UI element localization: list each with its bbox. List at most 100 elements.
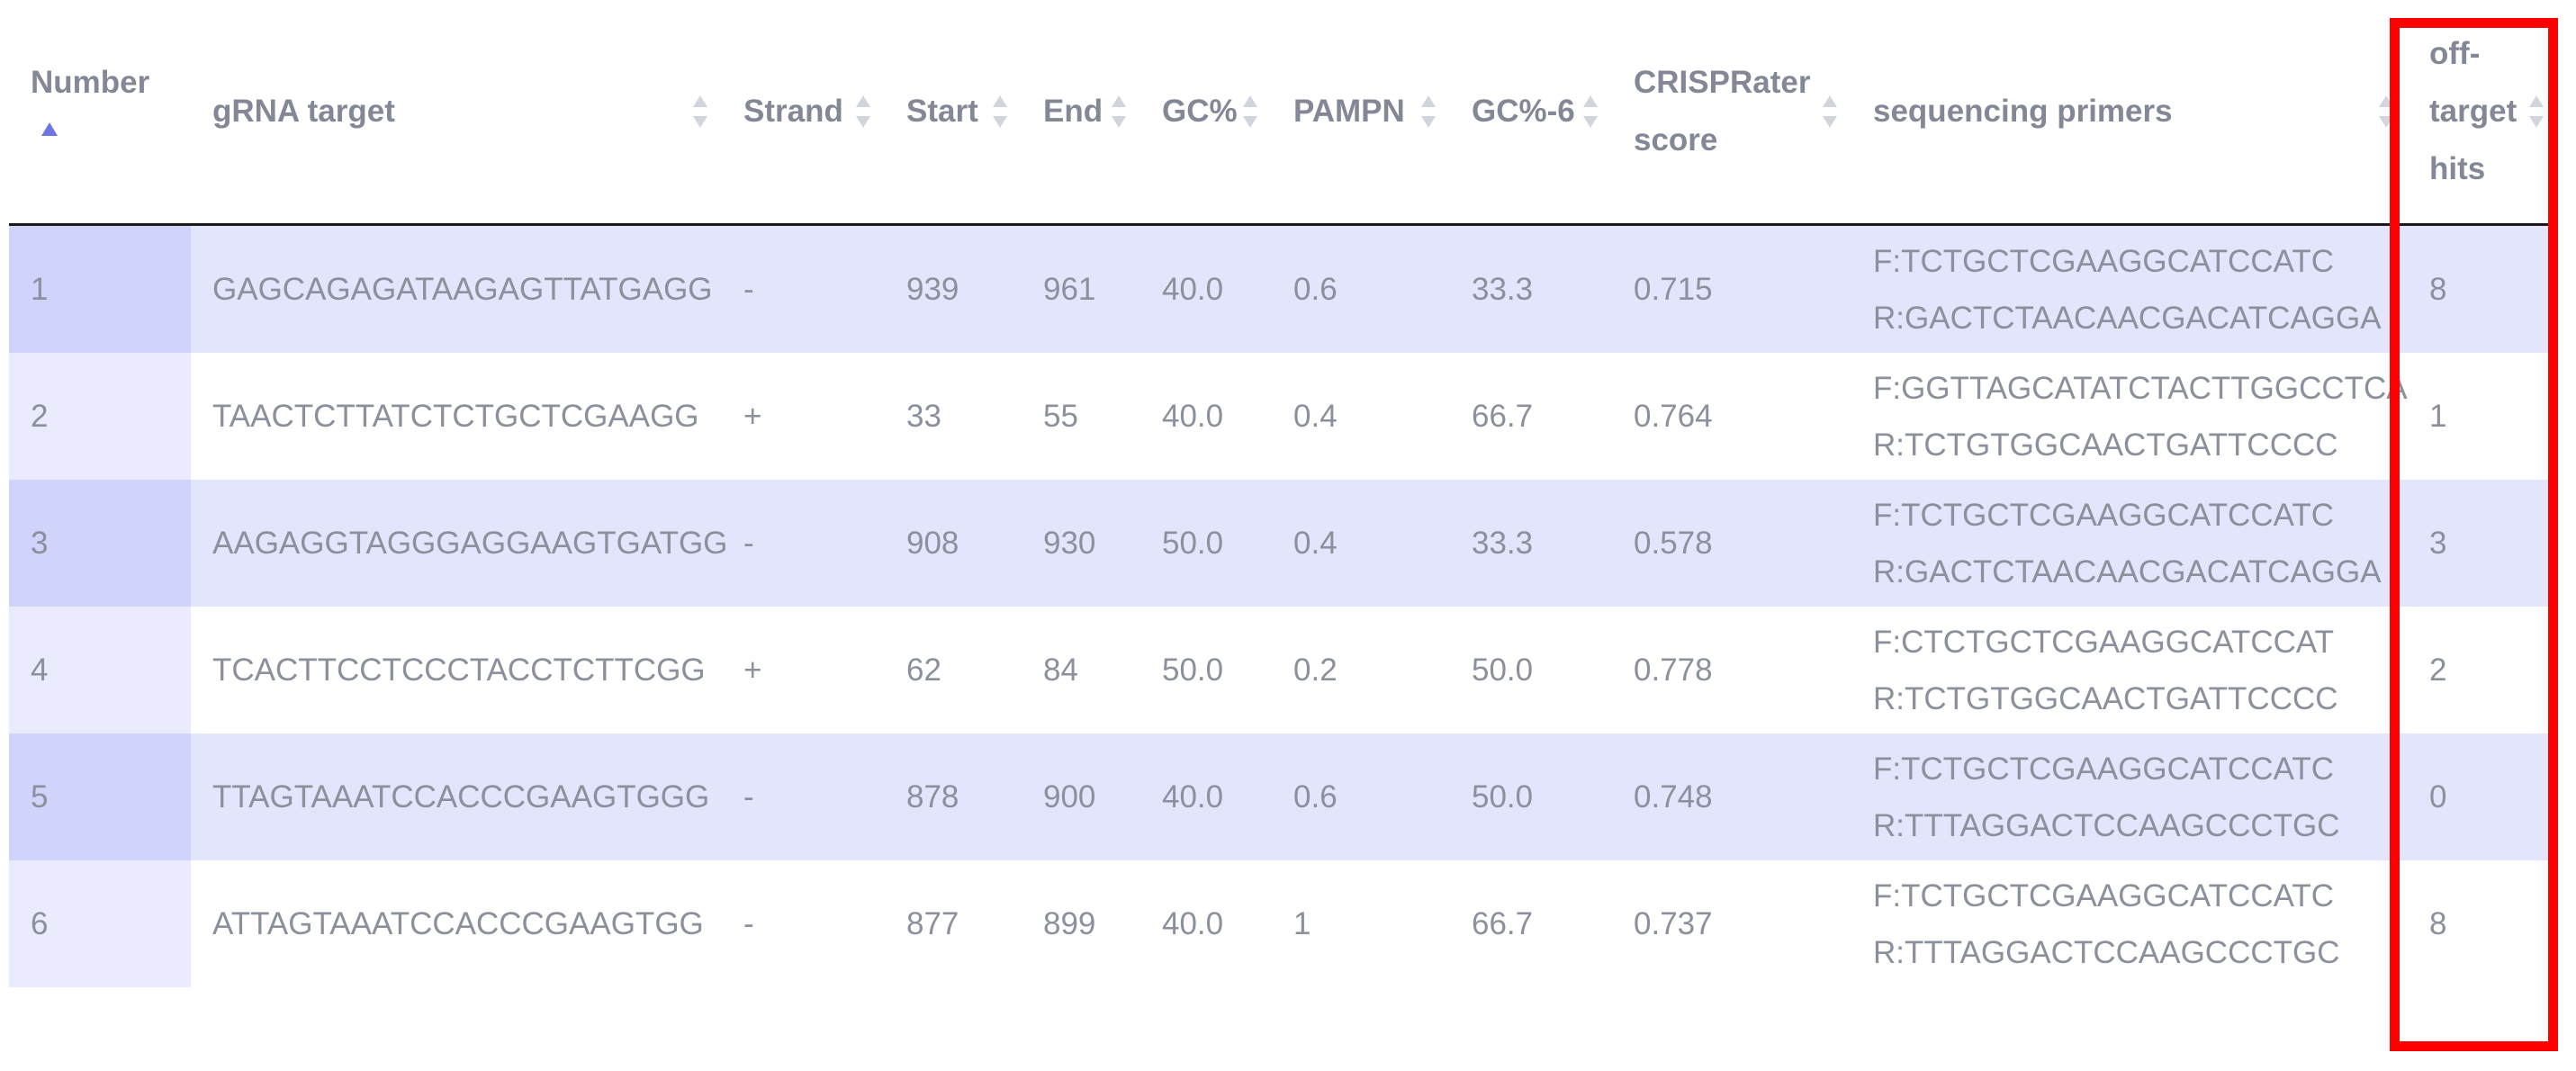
- column-header-strand[interactable]: Strand: [722, 0, 885, 226]
- crisprater-score-cell: 0.737: [1612, 860, 1851, 987]
- pampn-cell: 0.2: [1272, 607, 1450, 734]
- strand-cell: +: [722, 607, 885, 734]
- sequencing-primers-cell: F:TCTGCTCGAAGGCATCCATC R:GACTCTAACAACGACA…: [1851, 480, 2408, 607]
- pampn-cell: 0.6: [1272, 734, 1450, 860]
- grna-results-table: Number gRNA target Strand Start End GC%: [9, 0, 2558, 987]
- forward-primer: F:GGTTAGCATATCTACTTGGCCTCA: [1873, 370, 2408, 406]
- column-header-sequencing-primers[interactable]: sequencing primers: [1851, 0, 2408, 226]
- sort-icon[interactable]: [1241, 92, 1259, 131]
- strand-cell: -: [722, 224, 885, 353]
- sequencing-primers-cell: F:TCTGCTCGAAGGCATCCATC R:TTTAGGACTCCAAGCC…: [1851, 734, 2408, 860]
- end-cell: 84: [1022, 607, 1140, 734]
- column-header-pampn[interactable]: PAMPN: [1272, 0, 1450, 226]
- column-header-gc[interactable]: GC%: [1140, 0, 1272, 226]
- header-row: Number gRNA target Strand Start End GC%: [9, 0, 2558, 226]
- column-header-grna-target[interactable]: gRNA target: [191, 0, 722, 226]
- number-cell: 6: [9, 860, 191, 987]
- gc6-cell: 33.3: [1450, 480, 1612, 607]
- column-header-crisprater-score[interactable]: CRISPRater score: [1612, 0, 1851, 226]
- reverse-primer: R:TCTGTGGCAACTGATTCCCC: [1873, 680, 2338, 716]
- gc-cell: 50.0: [1140, 607, 1272, 734]
- gc6-cell: 66.7: [1450, 353, 1612, 480]
- column-header-label: Start: [906, 94, 978, 129]
- start-cell: 908: [885, 480, 1022, 607]
- number-cell: 2: [9, 353, 191, 480]
- gc6-cell: 50.0: [1450, 607, 1612, 734]
- off-target-hits-cell: 8: [2408, 224, 2558, 353]
- column-header-label: GC%: [1162, 94, 1238, 129]
- reverse-primer: R:TTTAGGACTCCAAGCCCTGC: [1873, 934, 2340, 970]
- off-target-hits-cell: 3: [2408, 480, 2558, 607]
- sort-icon[interactable]: [2527, 92, 2545, 131]
- sort-icon[interactable]: [1419, 92, 1437, 131]
- pampn-cell: 0.4: [1272, 353, 1450, 480]
- start-cell: 62: [885, 607, 1022, 734]
- column-header-label: Number: [31, 65, 150, 100]
- end-cell: 900: [1022, 734, 1140, 860]
- sort-icon[interactable]: [2377, 92, 2395, 131]
- column-header-end[interactable]: End: [1022, 0, 1140, 226]
- crisprater-score-cell: 0.778: [1612, 607, 1851, 734]
- sort-icon[interactable]: [854, 92, 872, 131]
- start-cell: 33: [885, 353, 1022, 480]
- gc-cell: 40.0: [1140, 860, 1272, 987]
- start-cell: 877: [885, 860, 1022, 987]
- number-cell: 1: [9, 224, 191, 353]
- column-header-label: PAMPN: [1293, 94, 1405, 129]
- column-header-start[interactable]: Start: [885, 0, 1022, 226]
- column-header-label: gRNA target: [212, 94, 395, 129]
- strand-cell: -: [722, 860, 885, 987]
- gc-cell: 50.0: [1140, 480, 1272, 607]
- grna-target-cell: TAACTCTTATCTCTGCTCGAAGG: [191, 353, 722, 480]
- column-header-off-target-hits[interactable]: off-target hits: [2408, 0, 2558, 226]
- sequencing-primers-cell: F:GGTTAGCATATCTACTTGGCCTCA R:TCTGTGGCAACT…: [1851, 353, 2408, 480]
- pampn-cell: 1: [1272, 860, 1450, 987]
- reverse-primer: R:GACTCTAACAACGACATCAGGA: [1873, 300, 2382, 336]
- crisprater-score-cell: 0.715: [1612, 224, 1851, 353]
- reverse-primer: R:TCTGTGGCAACTGATTCCCC: [1873, 427, 2338, 463]
- table-row: 2 TAACTCTTATCTCTGCTCGAAGG +33 55 40.0 0.4 66.7…: [9, 353, 2558, 480]
- sort-icon[interactable]: [1581, 92, 1599, 131]
- grna-target-cell: TTAGTAAATCCACCCGAAGTGGG: [191, 734, 722, 860]
- forward-primer: F:TCTGCTCGAAGGCATCCATC: [1873, 497, 2335, 533]
- table-row: 5 TTAGTAAATCCACCCGAAGTGGG -878 900 40.0 0.6 50…: [9, 734, 2558, 860]
- number-cell: 4: [9, 607, 191, 734]
- off-target-hits-cell: 0: [2408, 734, 2558, 860]
- forward-primer: F:TCTGCTCGAAGGCATCCATC: [1873, 878, 2335, 914]
- sort-icon[interactable]: [1821, 92, 1839, 131]
- gc6-cell: 33.3: [1450, 224, 1612, 353]
- end-cell: 55: [1022, 353, 1140, 480]
- column-header-number[interactable]: Number: [9, 0, 191, 226]
- off-target-hits-cell: 8: [2408, 860, 2558, 987]
- start-cell: 939: [885, 224, 1022, 353]
- sort-icon[interactable]: [991, 92, 1009, 131]
- table-row: 4 TCACTTCCTCCCTACCTCTTCGG +62 84 50.0 0.2 50.0…: [9, 607, 2558, 734]
- off-target-hits-cell: 1: [2408, 353, 2558, 480]
- table-row: 6 ATTAGTAAATCCACCCGAAGTGG -877 899 40.0 1 66.7…: [9, 860, 2558, 987]
- grna-target-cell: TCACTTCCTCCCTACCTCTTCGG: [191, 607, 722, 734]
- column-header-gc6[interactable]: GC%-6: [1450, 0, 1612, 226]
- strand-cell: -: [722, 480, 885, 607]
- grna-target-cell: AAGAGGTAGGGAGGAAGTGATGG: [191, 480, 727, 607]
- end-cell: 961: [1022, 224, 1140, 353]
- sequencing-primers-cell: F:TCTGCTCGAAGGCATCCATC R:TTTAGGACTCCAAGCC…: [1851, 860, 2408, 987]
- strand-cell: +: [722, 353, 885, 480]
- sequencing-primers-cell: F:TCTGCTCGAAGGCATCCATC R:GACTCTAACAACGACA…: [1851, 224, 2408, 353]
- reverse-primer: R:GACTCTAACAACGACATCAGGA: [1873, 554, 2382, 590]
- sort-icon[interactable]: [691, 92, 709, 131]
- column-header-label: GC%-6: [1472, 94, 1575, 129]
- gc-cell: 40.0: [1140, 353, 1272, 480]
- reverse-primer: R:TTTAGGACTCCAAGCCCTGC: [1873, 807, 2340, 843]
- sort-ascending-icon: [41, 122, 58, 136]
- pampn-cell: 0.4: [1272, 480, 1450, 607]
- number-cell: 3: [9, 480, 191, 607]
- column-header-label: Strand: [743, 94, 843, 129]
- sequencing-primers-cell: F:CTCTGCTCGAAGGCATCCAT R:TCTGTGGCAACTGATT…: [1851, 607, 2408, 734]
- pampn-cell: 0.6: [1272, 224, 1450, 353]
- end-cell: 930: [1022, 480, 1140, 607]
- sort-icon[interactable]: [1110, 92, 1128, 131]
- forward-primer: F:TCTGCTCGAAGGCATCCATC: [1873, 243, 2335, 279]
- gc-cell: 40.0: [1140, 224, 1272, 353]
- crisprater-score-cell: 0.748: [1612, 734, 1851, 860]
- end-cell: 899: [1022, 860, 1140, 987]
